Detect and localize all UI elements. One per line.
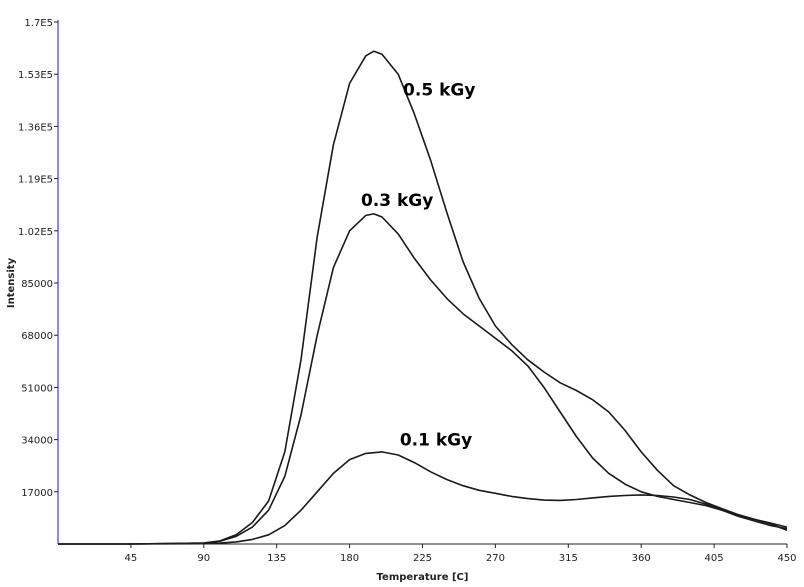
series-line-0-3-kgy: [58, 213, 788, 545]
y-tick-label: 1.19E5: [18, 175, 53, 186]
x-tick-label: 180: [340, 553, 359, 564]
x-tick-label: 225: [413, 553, 432, 564]
series-line-0-5-kgy: [58, 50, 788, 545]
series-line-0-1-kgy: [58, 451, 788, 545]
x-tick-label: 45: [125, 553, 138, 564]
y-tick-label: 1.7E5: [24, 18, 53, 29]
y-tick-label: 34000: [21, 436, 53, 447]
y-ticks: 17000 34000 51000 68000 85000 1.02E5 1.19E5 1.3…: [18, 18, 58, 499]
series-label: 0.3 kGy: [361, 191, 433, 211]
series-label: 0.1 kGy: [400, 431, 472, 451]
x-tick-label: 90: [197, 553, 210, 564]
series-label: 0.5 kGy: [403, 81, 475, 101]
y-tick-label: 1.02E5: [18, 227, 53, 238]
plot-lines: [58, 50, 788, 545]
y-tick-label: 51000: [21, 383, 53, 394]
x-tick-label: 450: [777, 553, 796, 564]
x-ticks: 45 90 135 180 225 270 315 360 405 450: [125, 544, 797, 564]
x-tick-label: 360: [632, 553, 651, 564]
x-tick-label: 270: [486, 553, 505, 564]
y-tick-label: 1.36E5: [18, 122, 53, 133]
x-tick-label: 135: [267, 553, 286, 564]
series-labels: 0.5 kGy 0.3 kGy 0.1 kGy: [361, 81, 475, 451]
x-tick-label: 315: [559, 553, 578, 564]
x-axis-title: Temperature [C]: [377, 572, 469, 583]
y-tick-label: 17000: [21, 488, 53, 499]
y-axis-title: Intensity: [6, 257, 17, 308]
x-tick-label: 405: [705, 553, 724, 564]
y-tick-label: 1.53E5: [18, 70, 53, 81]
y-tick-label: 68000: [21, 331, 53, 342]
y-tick-label: 85000: [21, 279, 53, 290]
